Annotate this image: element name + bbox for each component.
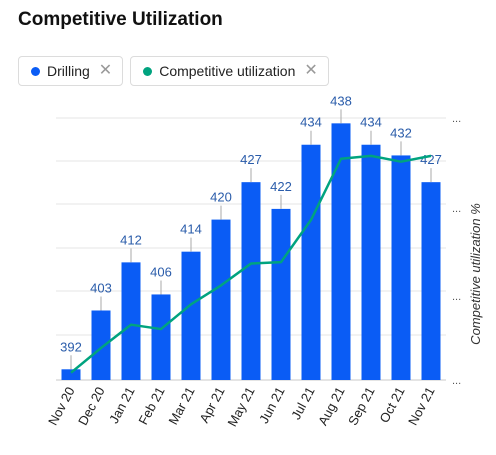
chart-title: Competitive Utilization <box>18 9 223 30</box>
x-tick-label: Nov 21 <box>405 384 438 427</box>
competitive-utilization-color-dot <box>143 66 153 76</box>
data-label: 432 <box>390 125 412 140</box>
bar <box>391 155 411 380</box>
legend-label-competitive-utilization: Competitive utilization <box>159 63 296 79</box>
x-tick-label: Sep 21 <box>345 384 378 427</box>
x-tick-label: Oct 21 <box>376 384 407 425</box>
right-axis-tick-label: ... <box>452 203 461 215</box>
data-label: 438 <box>330 93 352 108</box>
data-label: 427 <box>420 152 442 167</box>
legend-chip-drilling[interactable]: Drilling ✕ <box>18 56 124 86</box>
data-label: 406 <box>150 264 172 279</box>
data-label: 412 <box>120 232 142 247</box>
x-tick-label: Feb 21 <box>135 384 167 427</box>
bar <box>271 208 291 380</box>
data-label: 434 <box>300 115 322 130</box>
bar <box>181 251 201 380</box>
data-label: 414 <box>180 222 202 237</box>
close-icon[interactable]: ✕ <box>98 62 113 79</box>
drilling-color-dot <box>31 66 40 76</box>
data-label: 422 <box>270 179 292 194</box>
right-axis-tick-label: ... <box>452 291 461 303</box>
x-tick-label: Jan 21 <box>106 384 138 426</box>
utilization-line <box>70 154 432 374</box>
bar <box>211 219 231 380</box>
legend: Drilling ✕ Competitive utilization ✕ <box>18 56 329 86</box>
data-label: 392 <box>60 339 82 354</box>
x-tick-label: Jul 21 <box>288 384 318 422</box>
x-tick-label: Apr 21 <box>196 384 227 425</box>
bar <box>91 310 111 380</box>
bar <box>151 294 171 380</box>
x-tick-label: Mar 21 <box>165 384 197 427</box>
x-tick-label: Dec 20 <box>75 384 108 427</box>
right-axis-title: Competitive utilization % <box>468 203 483 345</box>
right-axis-tick-label: ... <box>452 113 461 125</box>
x-tick-label: Nov 20 <box>45 384 78 427</box>
bar <box>331 123 351 381</box>
data-label: 427 <box>240 152 262 167</box>
data-label: 420 <box>210 190 232 205</box>
x-tick-label: Jun 21 <box>256 384 288 426</box>
legend-chip-competitive-utilization[interactable]: Competitive utilization ✕ <box>130 56 329 86</box>
bar <box>121 262 141 380</box>
bar <box>61 369 81 380</box>
x-tick-label: May 21 <box>224 384 257 429</box>
bar <box>301 144 321 380</box>
x-tick-label: Aug 21 <box>315 384 348 427</box>
close-icon[interactable]: ✕ <box>304 62 318 79</box>
bar <box>241 182 261 380</box>
bar <box>361 144 381 380</box>
data-label: 403 <box>90 280 112 295</box>
data-label: 434 <box>360 115 382 130</box>
right-axis-tick-label: ... <box>452 375 461 387</box>
bar <box>421 182 441 380</box>
legend-label-drilling: Drilling <box>47 63 90 79</box>
